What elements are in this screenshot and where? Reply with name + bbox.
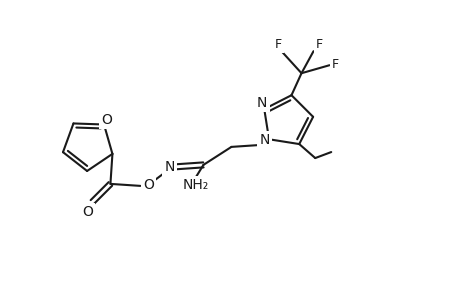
Text: F: F bbox=[331, 58, 338, 71]
Text: N: N bbox=[259, 133, 269, 147]
Text: O: O bbox=[143, 178, 153, 192]
Text: N: N bbox=[164, 160, 174, 174]
Text: O: O bbox=[82, 205, 93, 219]
Text: NH₂: NH₂ bbox=[182, 178, 208, 192]
Text: F: F bbox=[274, 38, 281, 51]
Text: O: O bbox=[101, 112, 112, 127]
Text: F: F bbox=[315, 38, 322, 51]
Text: N: N bbox=[257, 96, 267, 110]
